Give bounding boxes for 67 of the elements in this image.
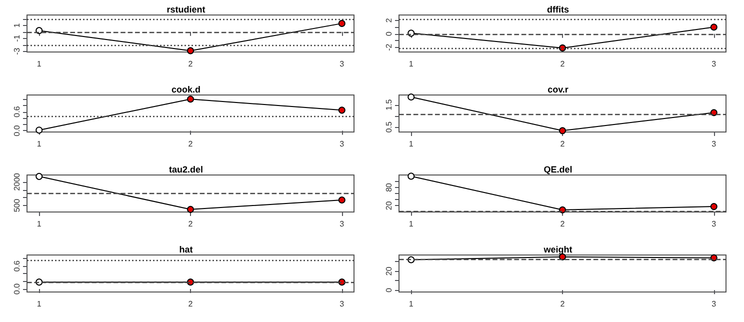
x-tick-label: 3: [712, 140, 717, 148]
x-tick-label: 3: [712, 60, 717, 68]
x-tick-label: 2: [560, 220, 566, 228]
x-tick-label: 1: [408, 220, 414, 228]
x-tick-label: 2: [188, 60, 194, 68]
y-tick-label: 0: [384, 31, 394, 36]
x-tick-label: 3: [712, 300, 717, 308]
y-tick-label: 2: [384, 18, 394, 23]
point: [36, 126, 43, 134]
y-tick-label: 0.0: [12, 124, 22, 136]
x-tick-label: 3: [340, 300, 345, 308]
y-tick-label: 0.5: [384, 120, 394, 133]
x-tick-label: 1: [36, 140, 42, 148]
x-tick-label: 2: [188, 220, 194, 228]
x-tick-label: 2: [560, 140, 566, 148]
chart-title: hat: [179, 244, 193, 254]
y-tick-label: 500: [12, 198, 22, 212]
point: [710, 24, 718, 31]
chart-title: cook.d: [171, 84, 201, 94]
chart-title: tau2.del: [168, 164, 204, 174]
y-tick-label: 80: [384, 182, 394, 192]
y-tick-label: 0.6: [12, 260, 22, 272]
point: [408, 94, 415, 101]
x-tick-label: 1: [36, 300, 42, 308]
point: [710, 109, 718, 116]
chart-title: weight: [542, 244, 572, 254]
chart-title: rstudient: [166, 4, 206, 14]
point: [338, 106, 346, 114]
y-tick-label: 20: [384, 200, 394, 210]
x-tick-label: 3: [340, 60, 345, 68]
x-tick-label: 3: [712, 220, 717, 228]
point: [338, 196, 346, 204]
y-tick-label: -2: [384, 43, 394, 51]
y-tick-label: 20: [384, 266, 394, 276]
point: [187, 96, 194, 103]
y-tick-label: -3: [12, 47, 22, 55]
point: [408, 30, 415, 37]
x-tick-label: 1: [36, 220, 42, 228]
x-tick-label: 2: [560, 60, 566, 68]
x-tick-label: 3: [340, 140, 345, 148]
point: [710, 203, 718, 210]
x-tick-label: 3: [340, 220, 345, 228]
y-tick-label: 0: [384, 287, 394, 292]
y-tick-label: 0.6: [12, 106, 22, 118]
point: [338, 20, 346, 27]
x-tick-label: 1: [408, 300, 414, 308]
chart-title: QE.del: [544, 164, 572, 174]
chart-title: dffits: [547, 4, 569, 14]
point: [559, 206, 566, 214]
x-tick-label: 1: [408, 60, 414, 68]
y-tick-label: -1: [12, 34, 22, 42]
point: [408, 172, 415, 180]
point: [187, 47, 194, 54]
x-tick-label: 2: [188, 300, 194, 308]
x-tick-label: 1: [408, 140, 414, 148]
y-tick-label: 2000: [12, 172, 22, 191]
y-tick-label: 0.0: [12, 282, 22, 295]
point: [36, 172, 43, 180]
point: [559, 127, 566, 134]
x-tick-label: 2: [188, 140, 194, 148]
chart-title: cov.r: [548, 84, 569, 94]
y-tick-label: 1: [12, 22, 22, 28]
point: [36, 27, 43, 34]
point: [187, 206, 194, 213]
x-tick-label: 2: [560, 300, 566, 308]
x-tick-label: 1: [36, 60, 42, 68]
y-tick-label: 1.5: [384, 98, 394, 110]
